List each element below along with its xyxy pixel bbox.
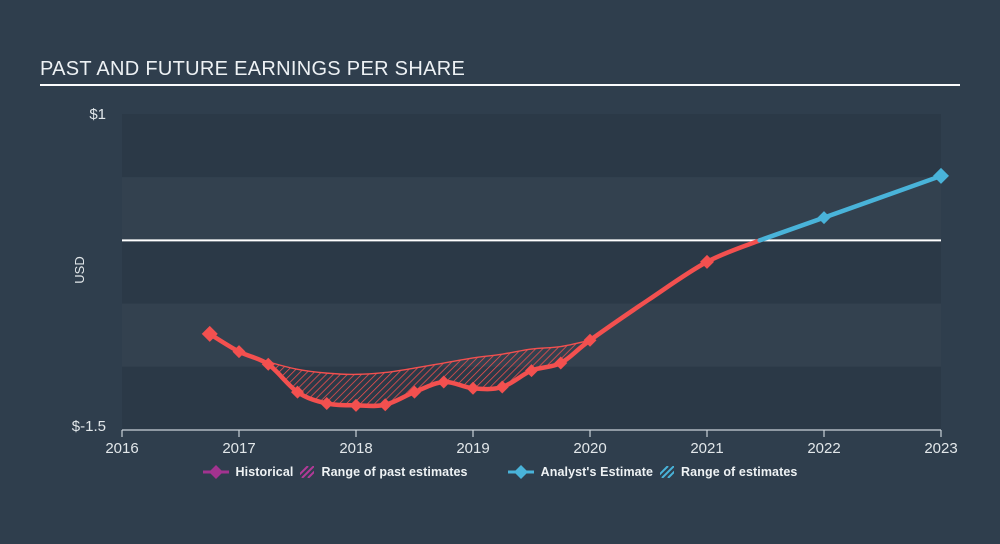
legend-label-estimate-range: Range of estimates: [681, 465, 798, 479]
title-underline: [40, 84, 960, 86]
legend: Historical Range of past estimates Analy…: [0, 465, 1000, 479]
y-axis-unit-label: USD: [72, 256, 87, 283]
x-tick-label-2018: 2018: [339, 440, 372, 457]
x-tick-label-2016: 2016: [105, 440, 138, 457]
x-tick-label-2023: 2023: [924, 440, 957, 457]
legend-label-past-range: Range of past estimates: [321, 465, 468, 479]
legend-label-historical: Historical: [235, 465, 294, 479]
historical-line-marker-icon: [202, 465, 229, 479]
analyst-estimate-line-marker-icon: [507, 465, 534, 479]
y-tick-label-bottom: $-1.5: [72, 418, 106, 435]
x-tick-label-2019: 2019: [456, 440, 489, 457]
legend-item-historical: Historical Range of past estimates: [202, 465, 468, 479]
plot-bands: [122, 114, 941, 430]
estimates-hatch-icon: [660, 466, 675, 478]
page-title: PAST AND FUTURE EARNINGS PER SHARE: [40, 58, 466, 80]
y-axis-labels: $1 $-1.5 USD: [72, 106, 106, 435]
x-tick-label-2021: 2021: [690, 440, 723, 457]
x-tick-label-2020: 2020: [573, 440, 606, 457]
x-tick-label-2022: 2022: [807, 440, 840, 457]
legend-item-estimate: Analyst's Estimate Range of estimates: [507, 465, 798, 479]
y-tick-label-top: $1: [89, 106, 106, 123]
data-point-markers: [201, 167, 949, 412]
x-tick-label-2017: 2017: [222, 440, 255, 457]
past-estimates-hatch-icon: [300, 466, 315, 478]
legend-label-estimate: Analyst's Estimate: [540, 465, 654, 479]
range-of-estimates-band: [238, 339, 591, 406]
x-axis: 2016 2017 2018 2019 2020 2021 2022 2023: [105, 429, 958, 457]
